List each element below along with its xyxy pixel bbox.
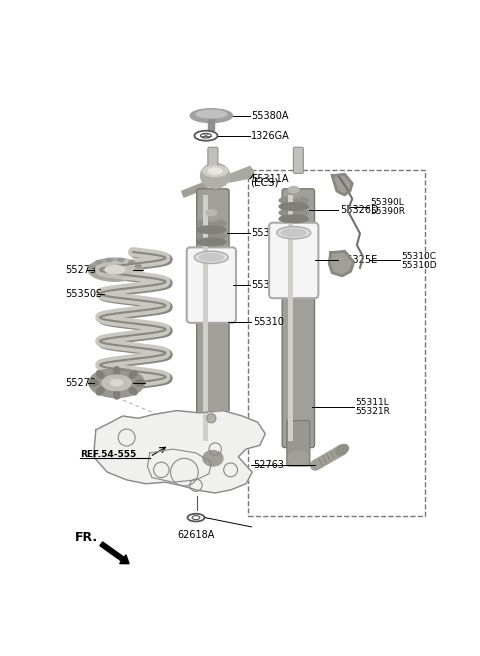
Ellipse shape: [277, 226, 311, 239]
Ellipse shape: [129, 387, 137, 395]
Text: 55321R: 55321R: [355, 407, 390, 416]
Ellipse shape: [194, 251, 228, 264]
Polygon shape: [329, 251, 354, 276]
Ellipse shape: [279, 209, 308, 216]
Bar: [203, 195, 207, 441]
Circle shape: [207, 414, 216, 423]
Bar: [248, 170, 425, 516]
Ellipse shape: [199, 253, 224, 261]
Ellipse shape: [197, 220, 226, 228]
Ellipse shape: [135, 265, 141, 268]
Text: 55310D: 55310D: [402, 261, 437, 270]
Text: FR.: FR.: [75, 531, 98, 544]
Text: 55326D: 55326D: [252, 228, 290, 237]
Text: 55350S: 55350S: [65, 289, 102, 299]
Text: 55273: 55273: [65, 264, 96, 275]
Ellipse shape: [208, 168, 222, 174]
FancyBboxPatch shape: [201, 420, 225, 466]
Ellipse shape: [105, 266, 125, 274]
Text: 55310C: 55310C: [402, 252, 436, 261]
Ellipse shape: [88, 258, 142, 281]
Polygon shape: [332, 174, 352, 195]
FancyBboxPatch shape: [287, 420, 310, 466]
Ellipse shape: [102, 375, 131, 390]
Ellipse shape: [197, 232, 226, 239]
Ellipse shape: [281, 229, 306, 237]
Text: 55380A: 55380A: [252, 111, 289, 121]
Ellipse shape: [135, 380, 144, 386]
Ellipse shape: [203, 213, 220, 221]
Text: 62618A: 62618A: [177, 529, 215, 539]
Text: REF.54-555: REF.54-555: [81, 450, 137, 459]
Ellipse shape: [285, 190, 302, 198]
Text: 55272: 55272: [65, 378, 96, 388]
Ellipse shape: [279, 203, 308, 211]
Text: 55311A: 55311A: [252, 174, 289, 184]
Ellipse shape: [110, 380, 123, 386]
Polygon shape: [226, 167, 254, 182]
Text: 52763: 52763: [253, 461, 284, 470]
Ellipse shape: [96, 371, 104, 379]
Ellipse shape: [96, 262, 133, 277]
FancyBboxPatch shape: [269, 222, 318, 298]
Text: 55310: 55310: [253, 317, 284, 327]
Text: 55325E: 55325E: [252, 280, 288, 290]
Bar: [208, 115, 215, 129]
Ellipse shape: [190, 109, 232, 123]
Ellipse shape: [203, 451, 223, 466]
Ellipse shape: [89, 265, 95, 268]
Text: 55325E: 55325E: [340, 255, 377, 266]
Text: 1326GA: 1326GA: [252, 131, 290, 140]
Polygon shape: [94, 411, 265, 493]
Ellipse shape: [201, 163, 230, 188]
Text: 55311L: 55311L: [355, 398, 389, 407]
Ellipse shape: [129, 371, 137, 379]
Ellipse shape: [206, 210, 217, 216]
Ellipse shape: [89, 380, 98, 386]
Ellipse shape: [197, 226, 226, 234]
Text: (ECS): (ECS): [251, 177, 279, 187]
Ellipse shape: [114, 390, 120, 399]
Ellipse shape: [288, 186, 299, 193]
FancyBboxPatch shape: [197, 189, 229, 447]
FancyArrow shape: [100, 542, 129, 564]
Ellipse shape: [197, 238, 226, 246]
Bar: [288, 195, 293, 441]
Ellipse shape: [288, 451, 308, 466]
Ellipse shape: [196, 110, 227, 118]
FancyBboxPatch shape: [208, 147, 218, 173]
FancyBboxPatch shape: [282, 189, 314, 447]
FancyArrow shape: [182, 182, 207, 197]
FancyBboxPatch shape: [293, 147, 303, 173]
Ellipse shape: [89, 368, 144, 398]
Ellipse shape: [129, 260, 135, 264]
Ellipse shape: [118, 258, 124, 262]
Ellipse shape: [279, 197, 308, 204]
FancyBboxPatch shape: [187, 247, 236, 323]
Ellipse shape: [106, 258, 112, 262]
Ellipse shape: [203, 166, 228, 176]
Ellipse shape: [96, 260, 102, 264]
Ellipse shape: [96, 387, 104, 395]
Ellipse shape: [336, 445, 348, 455]
Text: 55390L: 55390L: [371, 198, 405, 207]
Ellipse shape: [279, 215, 308, 222]
Text: 55326D: 55326D: [340, 205, 379, 215]
Ellipse shape: [114, 367, 120, 376]
Text: 55390R: 55390R: [371, 207, 406, 216]
